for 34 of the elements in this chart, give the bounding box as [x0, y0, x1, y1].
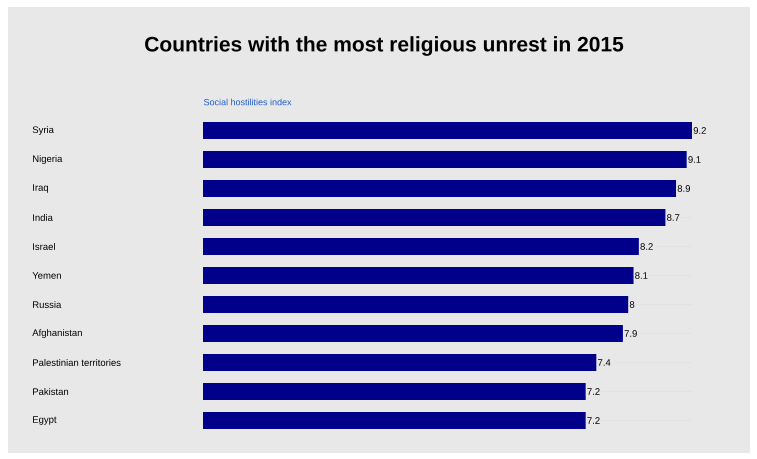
chart-subtitle: Social hostilities index — [204, 98, 292, 106]
y-tick-label: Israel — [33, 243, 55, 250]
bar — [203, 296, 628, 314]
data-label: 7.9 — [624, 330, 637, 337]
y-tick-label: Egypt — [33, 416, 56, 425]
y-tick-label: India — [33, 214, 53, 221]
y-tick-label: Afghanistan — [32, 329, 82, 338]
y-tick-label: Syria — [32, 126, 54, 135]
y-tick-label: Pakistan — [33, 388, 68, 395]
bar — [203, 122, 692, 140]
y-tick-label: Iraq — [33, 184, 48, 193]
data-label: 7.4 — [598, 359, 610, 366]
data-label: 8.9 — [678, 185, 690, 192]
bar — [203, 325, 623, 342]
data-label: 8.7 — [667, 214, 680, 221]
bar — [203, 209, 666, 226]
data-label: 8.2 — [640, 243, 653, 250]
data-label: 9.1 — [688, 156, 701, 163]
data-label: 8.1 — [635, 272, 648, 279]
bar — [203, 354, 596, 372]
y-tick-label: Yemen — [32, 272, 61, 279]
bar — [203, 412, 586, 430]
data-label: 9.2 — [694, 127, 706, 134]
bar — [203, 383, 586, 400]
data-label: 8 — [630, 301, 634, 308]
chart-title: Countries with the most religious unrest in 2015 — [145, 36, 624, 56]
y-tick-label: Nigeria — [33, 155, 62, 164]
bar — [203, 267, 634, 284]
bar — [203, 238, 639, 256]
data-label: 7.2 — [587, 388, 600, 395]
data-label: 7.2 — [587, 417, 600, 424]
y-tick-label: Russia — [33, 301, 62, 308]
y-tick-label: Palestinian territories — [33, 359, 121, 366]
bar — [203, 180, 676, 198]
